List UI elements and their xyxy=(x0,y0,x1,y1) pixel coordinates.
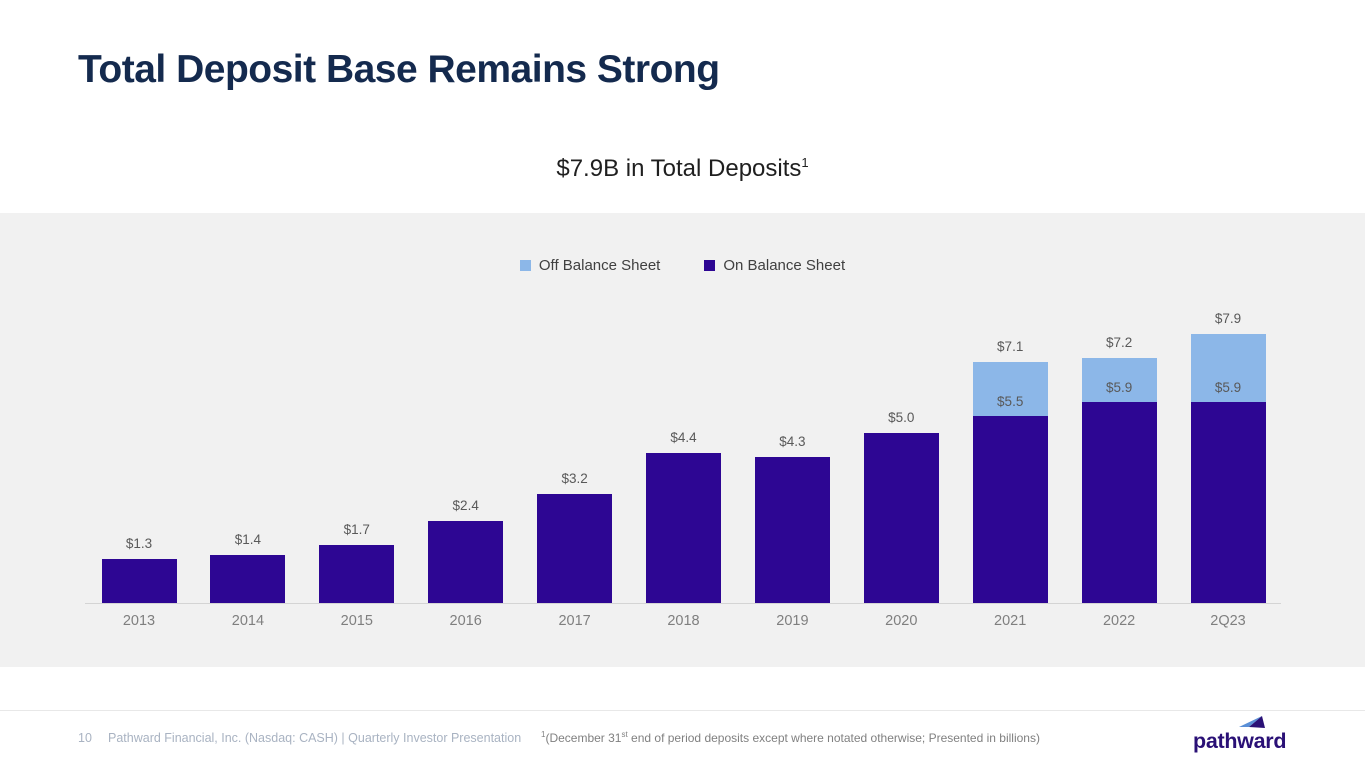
category-label: 2017 xyxy=(558,613,591,629)
footnote-text-1: (December 31 xyxy=(545,731,622,745)
legend-label-off-balance: Off Balance Sheet xyxy=(538,257,661,274)
footer-attribution: Pathward Financial, Inc. (Nasdaq: CASH) … xyxy=(108,731,522,745)
bar-group-2020: $5.0 2020 xyxy=(863,213,939,629)
page-number: 10 xyxy=(78,731,92,745)
on-balance-segment xyxy=(972,416,1048,603)
legend-item-on-balance-sheet: On Balance Sheet xyxy=(704,257,845,274)
total-value-label: $7.2 xyxy=(1105,335,1133,351)
footnote-ordinal: st xyxy=(621,730,628,739)
bar-group-2015: $1.7 2015 xyxy=(319,213,395,629)
bar-chart-plot: $1.3 2013 $1.4 2014 $1.7 2015 $2.4 2016 $3.2 2017… xyxy=(85,213,1281,629)
bar-group-2014: $1.4 2014 xyxy=(210,213,286,629)
category-label: 2018 xyxy=(667,613,700,629)
on-balance-value-label: $5.9 xyxy=(1105,380,1133,396)
total-value-label: $1.4 xyxy=(234,532,262,548)
on-balance-segment xyxy=(319,545,395,603)
chart-subtitle-footnote-marker: 1 xyxy=(801,155,809,170)
total-value-label: $7.1 xyxy=(997,338,1024,354)
category-label: 2014 xyxy=(231,613,265,629)
bar-group-2016: $2.4 2016 xyxy=(428,213,504,629)
on-balance-segment xyxy=(646,453,721,603)
total-value-label: $1.7 xyxy=(343,522,370,538)
category-label: 2022 xyxy=(1102,613,1136,629)
off-balance-segment xyxy=(972,361,1048,416)
bar-group-2013: $1.3 2013 xyxy=(101,213,177,629)
category-label: 2013 xyxy=(122,613,156,629)
bar-group-2017: $3.2 2017 xyxy=(537,213,613,629)
total-value-label: $3.2 xyxy=(561,471,588,487)
total-value-label: $7.9 xyxy=(1214,311,1242,327)
bar-group-2018: $4.4 2018 xyxy=(646,213,721,629)
footnote-text-2: end of period deposits except where nota… xyxy=(627,731,1040,745)
chart-legend: Off Balance Sheet On Balance Sheet xyxy=(0,257,1365,274)
category-label: 2Q23 xyxy=(1210,613,1246,629)
total-value-label: $1.3 xyxy=(125,535,153,551)
total-value-label: $4.4 xyxy=(670,430,697,446)
on-balance-value-label: $5.9 xyxy=(1214,380,1242,396)
bar-group-2021: $7.1 $5.5 2021 xyxy=(972,213,1048,629)
footer-divider xyxy=(0,710,1365,711)
pathward-arrow-icon xyxy=(1239,716,1265,728)
bar-group-2022: $7.2 $5.9 2022 xyxy=(1081,213,1157,629)
on-balance-segment xyxy=(101,558,177,603)
on-balance-segment xyxy=(863,433,939,603)
bar-group-2Q23: $7.9 $5.9 2Q23 xyxy=(1190,213,1266,629)
total-value-label: $5.0 xyxy=(888,410,915,425)
pathward-wordmark: pathward xyxy=(1193,729,1287,753)
legend-item-off-balance-sheet: Off Balance Sheet xyxy=(519,257,661,274)
category-label: 2019 xyxy=(776,613,809,629)
category-label: 2020 xyxy=(885,613,918,629)
on-balance-segment xyxy=(537,494,613,603)
footnote: 1(December 31st end of period deposits e… xyxy=(541,730,1040,745)
legend-swatch-off-balance-icon xyxy=(519,260,531,271)
total-value-label: $2.4 xyxy=(452,498,479,514)
on-balance-segment xyxy=(754,456,830,603)
footnote-marker: 1 xyxy=(541,730,546,739)
on-balance-segment xyxy=(210,555,286,603)
category-label: 2021 xyxy=(994,613,1027,629)
off-balance-segment xyxy=(1081,358,1157,403)
on-balance-value-label: $5.5 xyxy=(997,394,1024,409)
on-balance-segment xyxy=(1081,402,1157,603)
on-balance-segment xyxy=(1190,402,1266,603)
chart-subtitle: $7.9B in Total Deposits1 xyxy=(0,155,1365,183)
legend-label-on-balance: On Balance Sheet xyxy=(723,257,846,274)
page-title: Total Deposit Base Remains Strong xyxy=(78,48,720,91)
on-balance-segment xyxy=(428,521,504,603)
off-balance-segment xyxy=(1190,334,1266,403)
pathward-logo: pathward xyxy=(1193,716,1293,754)
chart-subtitle-text: $7.9B in Total Deposits xyxy=(556,155,802,182)
chart-band: Off Balance Sheet On Balance Sheet $1.3 2… xyxy=(0,213,1365,667)
total-value-label: $4.3 xyxy=(779,433,806,449)
category-label: 2016 xyxy=(449,613,482,629)
category-label: 2015 xyxy=(340,613,373,629)
legend-swatch-on-balance-icon xyxy=(704,260,716,271)
bar-group-2019: $4.3 2019 xyxy=(754,213,830,629)
